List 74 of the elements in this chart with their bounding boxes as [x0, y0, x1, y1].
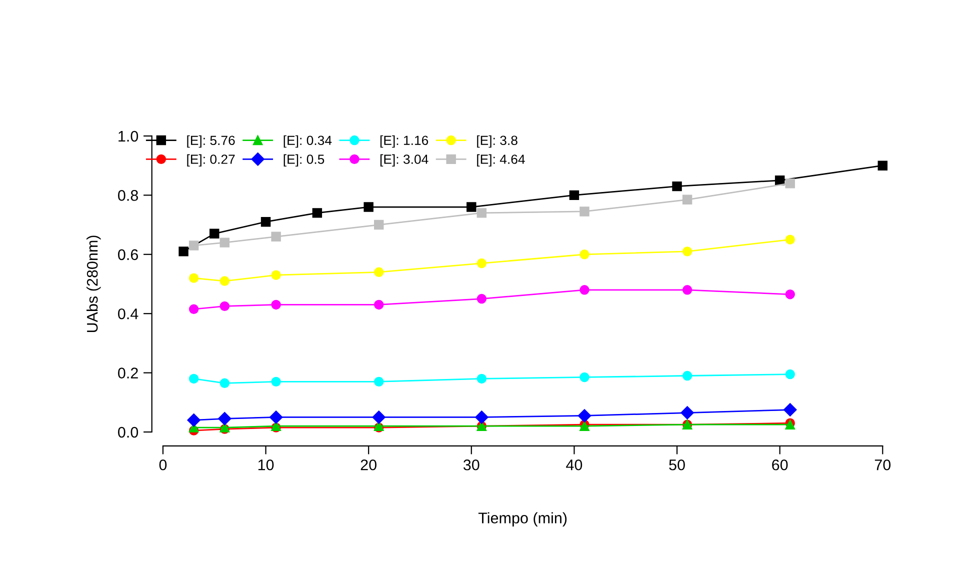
x-tick-label: 70 — [874, 459, 891, 470]
legend-label: [E]: 3.8 — [477, 135, 518, 148]
point — [269, 410, 283, 424]
point — [271, 232, 281, 242]
legend-label: [E]: 3.04 — [380, 154, 428, 167]
point — [682, 246, 692, 256]
point — [878, 160, 888, 170]
x-tick-label: 60 — [772, 459, 788, 470]
point — [312, 208, 322, 218]
point — [682, 194, 692, 204]
x-tick-label: 30 — [463, 459, 480, 470]
x-tick-label: 10 — [258, 459, 274, 470]
point — [672, 181, 682, 192]
point — [569, 190, 580, 200]
point — [220, 378, 230, 388]
y-tick-label: 0.2 — [118, 368, 138, 378]
point — [374, 267, 384, 278]
point — [374, 300, 384, 310]
point — [680, 406, 694, 420]
point — [271, 270, 281, 280]
legend-label: [E]: 4.64 — [477, 154, 525, 167]
point — [178, 246, 188, 256]
legend-label: [E]: 5.76 — [187, 135, 235, 148]
point — [580, 285, 590, 295]
point — [774, 176, 785, 186]
legend-label: [E]: 1.16 — [380, 135, 428, 148]
point — [374, 220, 384, 230]
y-axis-title: UAbs (280nm) — [86, 236, 101, 332]
x-axis-title: Tiempo (min) — [478, 512, 567, 526]
x-tick-label: 20 — [360, 459, 376, 470]
point — [784, 403, 797, 416]
x-tick-label: 50 — [669, 459, 685, 470]
point — [785, 234, 795, 244]
point — [374, 376, 384, 387]
point — [476, 374, 487, 384]
point — [475, 410, 488, 424]
point — [364, 202, 374, 212]
legend-label: [E]: 0.5 — [284, 154, 324, 167]
point — [220, 301, 230, 312]
y-tick-label: 1.0 — [118, 130, 138, 142]
point — [578, 409, 592, 422]
point — [188, 374, 199, 384]
point — [220, 238, 230, 248]
point — [271, 300, 281, 310]
point — [785, 369, 795, 380]
point — [682, 370, 692, 381]
y-tick-label: 0.6 — [118, 249, 138, 260]
point — [476, 294, 487, 304]
point — [476, 208, 487, 218]
point — [260, 216, 271, 227]
y-tick-label: 0.0 — [118, 426, 138, 438]
point — [188, 273, 199, 283]
point — [188, 240, 199, 250]
y-tick-label: 0.8 — [118, 190, 138, 201]
point — [188, 304, 199, 314]
legend-label: [E]: 0.34 — [284, 135, 332, 148]
point — [476, 258, 487, 268]
x-tick-label: 40 — [566, 459, 582, 470]
point — [466, 202, 476, 212]
y-tick-label: 0.4 — [118, 308, 138, 320]
point — [580, 250, 590, 260]
point — [682, 285, 692, 295]
point — [580, 206, 590, 216]
point — [372, 410, 386, 424]
point — [580, 372, 590, 382]
point — [220, 276, 230, 286]
point — [785, 178, 795, 188]
point — [785, 289, 795, 300]
point — [187, 414, 200, 427]
point — [210, 228, 220, 239]
point — [218, 412, 232, 426]
x-tick-label: 0 — [159, 459, 167, 470]
legend-label: [E]: 0.27 — [187, 154, 235, 167]
point — [271, 376, 281, 387]
